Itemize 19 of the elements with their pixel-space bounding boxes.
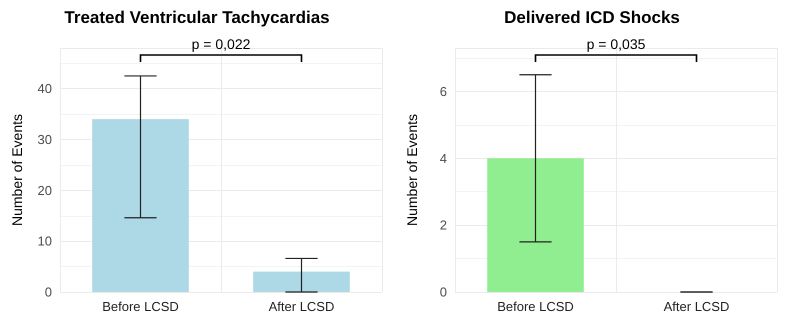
x-tick-label: Before LCSD xyxy=(102,299,179,314)
chart-title: Treated Ventricular Tachycardias xyxy=(64,8,330,27)
y-tick-label: 10 xyxy=(38,234,52,249)
annotation: p = 0,035 xyxy=(586,36,646,52)
y-axis-title: Number of Events xyxy=(9,114,25,226)
x-tick-label: After LCSD xyxy=(664,299,730,314)
y-tick-label: 2 xyxy=(440,218,447,233)
chart-title: Delivered ICD Shocks xyxy=(504,8,680,27)
y-tick-label: 0 xyxy=(44,284,52,300)
y-tick-label: 4 xyxy=(440,150,447,166)
annotation: p = 0,022 xyxy=(192,36,251,52)
y-tick-label: 0 xyxy=(440,284,447,300)
x-tick-label: Before LCSD xyxy=(497,299,574,314)
y-tick-label: 20 xyxy=(38,182,52,198)
x-tick-label: After LCSD xyxy=(268,299,334,314)
y-axis-title: Number of Events xyxy=(404,114,420,226)
y-tick-label: 30 xyxy=(38,132,52,147)
y-tick-label: 40 xyxy=(38,81,52,96)
y-tick-label: 6 xyxy=(440,84,447,99)
